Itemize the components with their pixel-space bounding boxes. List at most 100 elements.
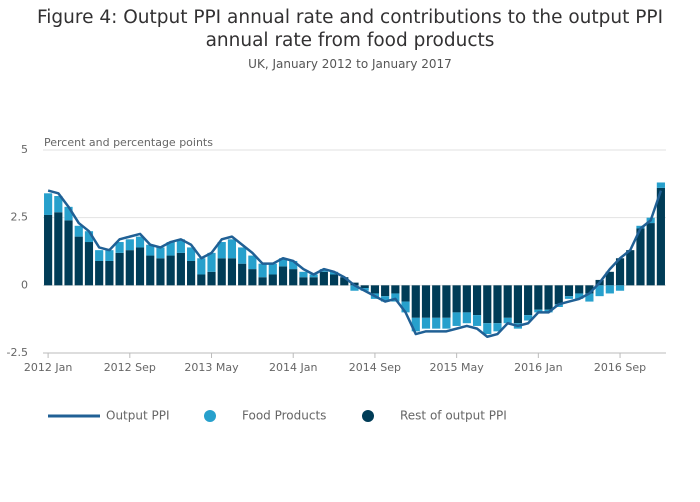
bar — [421, 285, 431, 318]
bar — [227, 258, 237, 286]
bar — [370, 285, 380, 294]
bar — [207, 271, 216, 286]
bar — [564, 285, 574, 297]
bar — [135, 247, 145, 286]
bar — [258, 263, 267, 278]
x-tick-label: 2015 May — [430, 361, 485, 374]
chart-title: Figure 4: Output PPI annual rate and con… — [36, 7, 664, 51]
bar — [411, 317, 420, 332]
bar — [84, 242, 94, 286]
bar — [503, 317, 512, 324]
bar — [156, 258, 165, 286]
legend-label: Food Products — [242, 409, 326, 423]
legend-label: Rest of output PPI — [400, 409, 507, 423]
y-axis-label: Percent and percentage points — [44, 136, 213, 149]
bar — [278, 266, 288, 286]
bar — [401, 301, 410, 313]
bar — [483, 323, 492, 335]
bar — [615, 258, 625, 286]
bar — [575, 285, 584, 294]
bar — [309, 274, 318, 278]
y-tick-label: -2.5 — [7, 346, 28, 359]
bar — [227, 239, 237, 259]
bar — [84, 231, 94, 243]
bar — [217, 242, 226, 259]
bar — [472, 315, 482, 326]
legend-marker — [204, 410, 216, 422]
bar — [360, 285, 369, 289]
bar — [156, 247, 165, 259]
bar — [595, 285, 604, 297]
bar — [54, 196, 63, 213]
bar — [462, 285, 471, 313]
bar — [248, 269, 257, 286]
bar — [74, 236, 83, 286]
y-tick-label: 2.5 — [11, 211, 29, 224]
bar — [442, 317, 451, 329]
bar — [135, 236, 145, 248]
bar — [64, 220, 73, 286]
bar — [462, 312, 471, 324]
bar — [493, 285, 502, 324]
legend-label: Output PPI — [106, 409, 170, 423]
bar — [268, 274, 277, 286]
bar — [524, 285, 533, 316]
chart-subtitle: UK, January 2012 to January 2017 — [248, 57, 452, 71]
bar — [176, 252, 185, 286]
bar — [166, 255, 175, 286]
bar — [289, 269, 298, 286]
bar — [391, 293, 400, 302]
bar — [575, 293, 584, 299]
bar — [146, 255, 155, 286]
x-tick-label: 2012 Jan — [24, 361, 72, 374]
bar — [585, 293, 594, 302]
bar — [656, 187, 665, 286]
bar — [268, 263, 277, 275]
bar — [197, 258, 206, 275]
bar — [95, 250, 104, 261]
bar — [340, 277, 349, 286]
bar — [564, 296, 574, 299]
bar — [656, 182, 665, 188]
bar — [585, 285, 594, 294]
bar — [421, 317, 431, 329]
bar — [54, 212, 63, 286]
bar — [524, 315, 533, 321]
bar — [350, 285, 359, 291]
bar — [503, 285, 512, 318]
bar — [115, 242, 124, 253]
bar — [391, 285, 400, 294]
bar — [615, 285, 625, 291]
bar — [115, 252, 124, 286]
bar — [432, 285, 441, 318]
bar — [534, 309, 543, 313]
bar — [483, 285, 492, 324]
bar — [452, 285, 461, 313]
bar — [299, 277, 308, 286]
bar — [44, 214, 53, 286]
y-tick-label: 0 — [21, 278, 28, 291]
bar — [411, 285, 420, 318]
bar — [381, 296, 390, 302]
bar — [289, 260, 298, 270]
legend-marker — [362, 410, 374, 422]
bar — [493, 323, 502, 332]
bar — [299, 271, 308, 278]
bar — [309, 277, 318, 286]
bar — [197, 274, 206, 286]
bar — [64, 206, 73, 221]
bar — [319, 271, 328, 286]
bar — [258, 277, 267, 286]
x-tick-label: 2016 Sep — [594, 361, 646, 374]
bar — [381, 285, 390, 297]
bar — [432, 317, 441, 329]
bar — [125, 239, 134, 251]
x-tick-label: 2012 Sep — [104, 361, 156, 374]
bar — [605, 285, 614, 294]
bar — [626, 250, 635, 286]
bar — [207, 252, 216, 272]
bar — [534, 285, 543, 310]
bar — [472, 285, 482, 316]
bar — [646, 223, 655, 286]
